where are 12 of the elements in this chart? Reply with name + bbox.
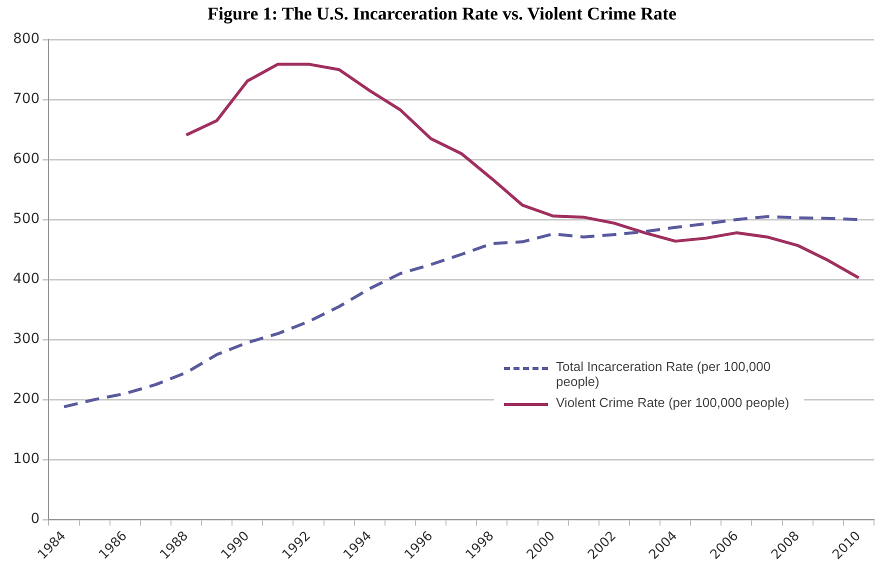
legend-label: Violent Crime Rate (per 100,000 people) <box>556 394 790 410</box>
y-tick-label: 600 <box>12 151 40 168</box>
legend-label: Total Incarceration Rate (per 100,000 people) <box>556 358 772 389</box>
y-tick-label: 100 <box>12 451 40 468</box>
y-tick-label: 700 <box>12 91 40 108</box>
y-tick-label: 500 <box>12 211 40 228</box>
chart-title: Figure 1: The U.S. Incarceration Rate vs. Violent Crime Rate <box>208 3 676 24</box>
y-tick-label: 0 <box>30 511 40 528</box>
y-tick-label: 200 <box>12 391 40 408</box>
y-tick-label: 800 <box>12 31 40 48</box>
y-tick-label: 300 <box>12 331 40 348</box>
y-tick-label: 400 <box>12 271 40 288</box>
